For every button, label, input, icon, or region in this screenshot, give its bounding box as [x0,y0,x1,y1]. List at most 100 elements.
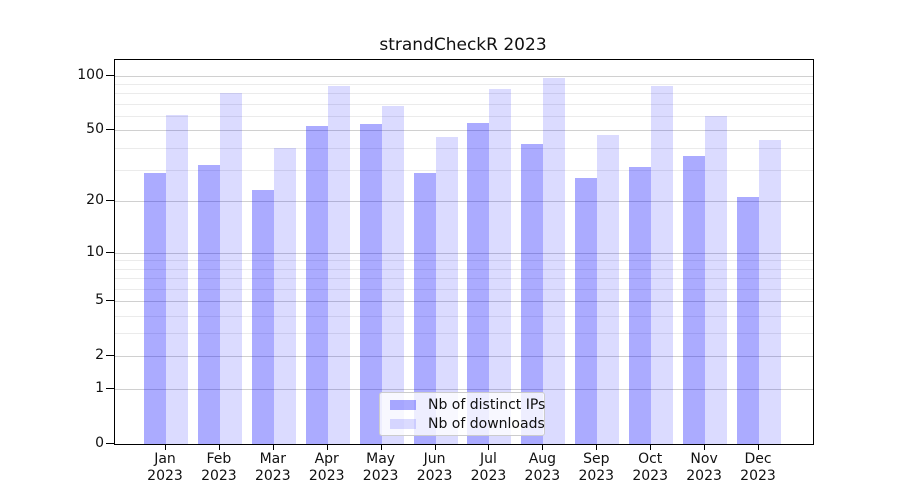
x-tick-feb [218,444,220,450]
chart-title: strandCheckR 2023 [379,35,547,55]
bar-nb-of-distinct-ips-sep [575,178,598,444]
gridline-minor-4 [115,315,813,317]
gridline-minor-7 [115,278,813,280]
bar-nb-of-distinct-ips-apr [305,125,328,444]
y-tick-100 [106,74,114,76]
x-tick-dec [758,444,759,450]
y-tick-label-2: 2 [95,347,104,364]
x-tick-jun [434,444,436,450]
x-tick-mar [272,444,274,450]
bar-nb-of-downloads-jun [435,136,458,444]
gridline-major-20 [115,201,813,203]
gridline-major-10 [115,252,813,254]
bar-nb-of-distinct-ips-jan [144,172,166,444]
x-tick-month-aug: Aug [528,451,557,467]
legend-label-downloads: Nb of downloads [428,415,545,432]
x-tick-year-nov: 2023 [686,468,722,484]
x-tick-sep [596,444,598,450]
gridline-minor-40 [115,147,813,149]
bar-nb-of-distinct-ips-jul [467,122,490,444]
y-tick-label-10: 10 [86,243,104,260]
bar-nb-of-downloads-may [381,106,404,444]
x-tick-month-may: May [366,451,396,467]
bar-nb-of-downloads-nov [705,115,728,444]
x-tick-year-jun: 2023 [416,468,453,484]
bar-nb-of-downloads-feb [219,93,242,444]
bar-nb-of-distinct-ips-dec [737,197,759,444]
bar-nb-of-distinct-ips-oct [629,167,652,444]
bar-nb-of-downloads-jul [489,89,512,444]
x-tick-may [380,444,382,450]
x-tick-label-apr: Apr 2023 [297,451,357,485]
y-tick-5 [106,300,114,302]
x-tick-year-may: 2023 [362,468,399,484]
gridline-major-100 [115,75,813,77]
x-tick-jan [165,444,166,450]
x-tick-label-mar: Mar 2023 [243,451,303,485]
y-tick-10 [106,251,114,253]
plot-area [114,59,814,445]
legend: Nb of distinct IPs Nb of downloads [379,392,545,436]
gridline-minor-90 [115,84,813,86]
x-tick-label-nov: Nov 2023 [674,451,734,485]
x-tick-label-dec: Dec 2023 [728,451,788,485]
x-tick-month-jan: Jan [154,451,176,467]
x-tick-month-oct: Oct [638,451,663,467]
x-tick-month-jun: Jun [423,451,446,467]
x-tick-label-jul: Jul 2023 [458,451,518,485]
y-tick-label-20: 20 [86,192,104,209]
x-tick-jul [488,444,490,450]
x-tick-month-mar: Mar [259,451,287,467]
x-tick-apr [326,444,328,450]
x-tick-year-mar: 2023 [254,468,291,484]
x-tick-month-jul: Jul [480,451,497,467]
bar-nb-of-distinct-ips-aug [521,143,544,444]
gridline-major-2 [115,356,813,358]
x-tick-year-oct: 2023 [632,468,668,484]
gridline-minor-30 [115,169,813,171]
bar-nb-of-distinct-ips-mar [251,190,274,444]
gridline-minor-9 [115,260,813,262]
legend-row-distinct-ips: Nb of distinct IPs [388,395,545,414]
x-tick-label-aug: Aug 2023 [512,451,572,485]
y-tick-2 [106,355,114,357]
gridline-major-50 [115,130,813,132]
bar-nb-of-downloads-sep [597,135,620,444]
bar-nb-of-distinct-ips-jun [413,172,436,444]
y-tick-1 [106,387,114,389]
legend-swatch-downloads [390,418,416,429]
x-tick-month-nov: Nov [690,451,718,467]
gridline-minor-80 [115,93,813,95]
x-tick-year-jan: 2023 [147,468,183,484]
y-tick-label-5: 5 [95,292,104,309]
x-tick-year-dec: 2023 [740,468,776,484]
gridline-minor-6 [115,288,813,290]
x-tick-month-apr: Apr [314,451,339,467]
y-tick-label-50: 50 [86,121,104,138]
gridline-minor-3 [115,333,813,335]
x-tick-label-oct: Oct 2023 [620,451,680,485]
bar-nb-of-downloads-aug [543,78,566,444]
y-tick-0 [106,443,114,444]
legend-label-distinct-ips: Nb of distinct IPs [428,396,546,413]
x-tick-label-sep: Sep 2023 [566,451,626,485]
x-tick-aug [542,444,544,450]
x-tick-year-apr: 2023 [308,468,345,484]
x-tick-nov [704,444,706,450]
bar-nb-of-downloads-dec [759,140,781,444]
bar-nb-of-distinct-ips-may [359,124,382,444]
y-tick-20 [106,200,114,202]
bar-nb-of-downloads-mar [273,147,296,444]
legend-swatch-distinct-ips [390,399,416,410]
bar-nb-of-downloads-oct [651,85,674,444]
x-tick-year-jul: 2023 [470,468,507,484]
x-tick-year-sep: 2023 [578,468,615,484]
bar-nb-of-downloads-jan [166,114,188,444]
gridline-minor-70 [115,103,813,105]
x-tick-label-jan: Jan 2023 [135,451,195,485]
bar-nb-of-distinct-ips-nov [683,155,706,444]
gridline-major-1 [115,388,813,390]
y-tick-50 [106,129,114,131]
x-tick-oct [650,444,652,450]
y-tick-label-100: 100 [77,66,104,83]
